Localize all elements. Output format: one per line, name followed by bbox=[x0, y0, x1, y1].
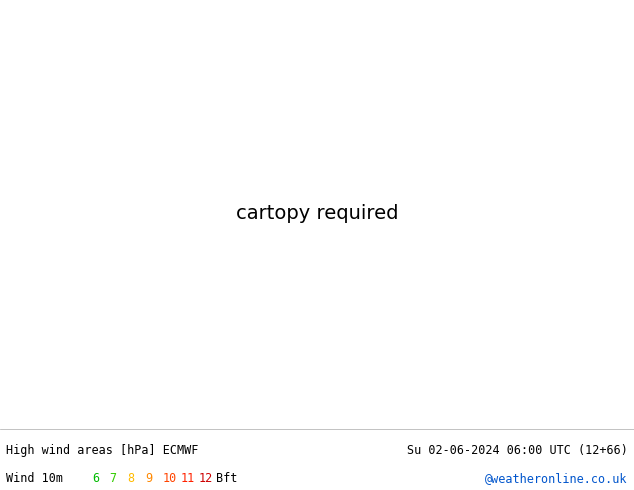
Text: 11: 11 bbox=[181, 472, 195, 485]
Text: Wind 10m: Wind 10m bbox=[6, 472, 63, 485]
Text: 10: 10 bbox=[163, 472, 177, 485]
Text: cartopy required: cartopy required bbox=[236, 204, 398, 222]
Text: Bft: Bft bbox=[216, 472, 238, 485]
Text: Su 02-06-2024 06:00 UTC (12+66): Su 02-06-2024 06:00 UTC (12+66) bbox=[407, 444, 628, 457]
Text: High wind areas [hPa] ECMWF: High wind areas [hPa] ECMWF bbox=[6, 444, 198, 457]
Text: @weatheronline.co.uk: @weatheronline.co.uk bbox=[485, 472, 628, 485]
Text: 12: 12 bbox=[198, 472, 212, 485]
Text: 7: 7 bbox=[110, 472, 117, 485]
Text: 6: 6 bbox=[92, 472, 99, 485]
Text: 8: 8 bbox=[127, 472, 134, 485]
Text: 9: 9 bbox=[145, 472, 152, 485]
